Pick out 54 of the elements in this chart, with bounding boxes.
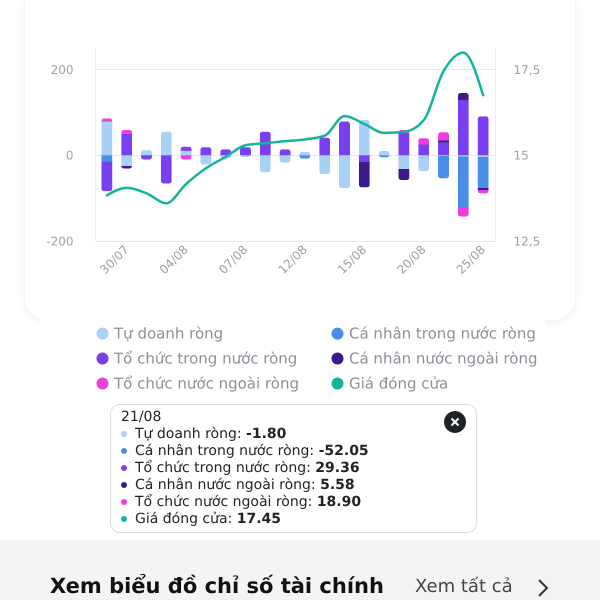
bar [418,155,430,172]
bar [160,132,172,156]
line-series [106,51,484,205]
legend-label: Tự doanh ròng [113,324,224,343]
bar [180,155,192,160]
bar [101,155,112,162]
y-tick-label: 0 [66,148,74,163]
y2-tick-label: 17,5 [514,62,540,77]
bar [478,116,489,156]
bar [121,155,132,166]
bar [478,156,489,188]
text: Tự doanh ròng: -1.80 [134,426,288,443]
text: Giá đóng cửa: 17.45 [134,511,282,528]
bar [358,155,370,162]
bar [438,156,450,178]
text: Xem tất cả [415,576,513,597]
legend-label: Cá nhân trong nước ròng [349,324,536,343]
text: Cá nhân nước ngoài ròng: 5.58 [134,477,356,494]
bar [358,162,370,188]
bar [101,122,112,156]
legend-label: Tổ chức trong nước ròng [113,350,298,368]
bar [200,155,212,165]
text: Tổ chức trong nước ròng: 29.36 [134,460,361,477]
bar [398,132,410,156]
bar [260,155,271,172]
text: Xem biểu đồ chỉ số tài chính [50,574,384,598]
bar [458,100,469,156]
legend-label: Cá nhân nước ngoài ròng [349,350,538,368]
y2-tick-label: 15 [514,148,529,163]
text: Cá nhân trong nước ròng: -52.05 [134,443,370,460]
bar [438,142,450,156]
bar [319,155,330,174]
bar [398,155,410,169]
bar [121,134,132,156]
bar [398,168,410,180]
text: Tổ chức nước ngoài ròng: 18.90 [134,494,362,511]
y-tick-label: 200 [50,62,74,77]
bar [339,121,350,156]
bar [280,155,291,163]
bar [160,155,172,184]
bar [458,156,469,208]
legend-label: Tổ chức nước ngoài ròng [113,374,299,392]
bar [319,138,330,156]
bar [458,93,469,100]
y2-tick-label: 12,5 [514,234,540,248]
bar [458,208,469,217]
bar [101,161,112,192]
legend-label: Giá đóng cửa [349,374,448,392]
bar [121,130,132,134]
bar [418,144,430,156]
y-tick-label: -200 [46,234,74,248]
text: 21/08 [121,409,162,426]
bar [438,140,450,143]
bar [339,155,350,188]
